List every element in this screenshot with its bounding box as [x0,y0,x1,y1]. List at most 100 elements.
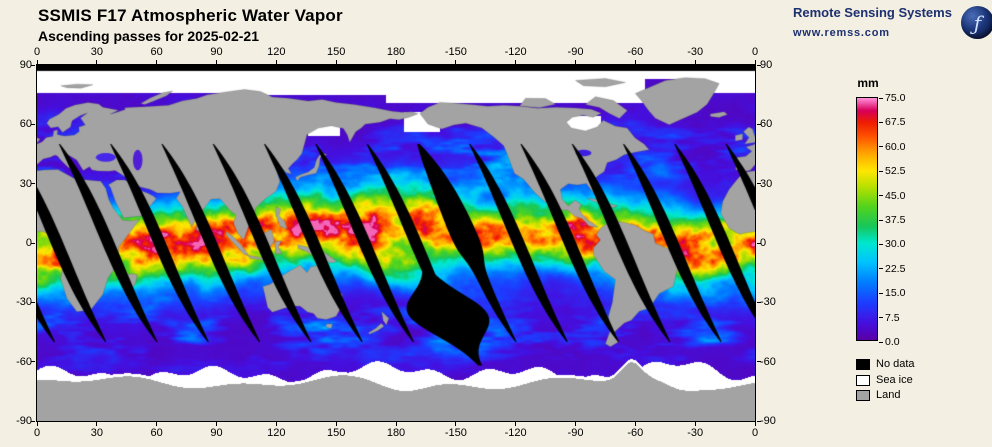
axis-tick [757,242,761,244]
colorbar-tick-label: 22.5 [885,262,906,275]
colorbar-unit-label: mm [857,76,879,90]
axis-tick [275,422,277,426]
legend-swatch [856,374,870,386]
legend-item-no-data: No data [856,358,915,371]
lon-tick-label-bottom: 180 [386,427,406,439]
axis-tick [156,422,158,426]
axis-tick [757,183,761,185]
lat-tick-label-right: -90 [760,415,776,427]
remss-globe-logo-icon: ƒ [960,6,992,39]
lon-tick-label-top: -60 [627,46,644,58]
lon-tick-label-bottom: -120 [504,427,527,439]
lon-tick-label-bottom: -150 [444,427,467,439]
colorbar-tick-label: 60.0 [885,140,906,153]
axis-tick [634,422,636,426]
legend-item-land: Land [856,389,900,402]
lon-tick-label-bottom: -30 [687,427,704,439]
colorbar-tick [879,170,883,172]
colorbar-tick-label: 0.0 [885,336,900,348]
axis-tick [335,422,337,426]
lon-tick-label-bottom: 30 [90,427,103,439]
colorbar-tick-label: 52.5 [885,165,906,178]
lat-tick-label-right: 30 [760,177,773,190]
page-subtitle: Ascending passes for 2025-02-21 [38,28,259,44]
axis-tick [515,422,517,426]
legend-swatch [856,390,870,401]
brand-url-link[interactable]: www.remss.com [793,27,890,39]
axis-tick [31,242,35,244]
axis-tick [754,422,756,426]
lon-tick-label-top: -90 [567,46,584,58]
colorbar-tick-label: 15.0 [885,287,906,300]
lat-tick-label-left: -60 [16,355,32,368]
water-vapor-map [37,65,755,421]
colorbar-tick-label: 45.0 [885,189,906,202]
colorbar-tick [879,292,883,294]
axis-tick [31,123,35,125]
lon-tick-label-top: 90 [210,46,223,58]
lon-tick-label-top: 120 [267,46,286,58]
legend-swatch [856,359,870,370]
lon-tick-label-top: -150 [444,46,467,58]
axis-tick [757,361,761,363]
legend-label: Sea ice [876,373,913,386]
lon-tick-label-top: 30 [90,46,103,58]
colorbar [856,97,878,341]
axis-tick [757,420,761,422]
globe-f-glyph: ƒ [973,10,982,35]
colorbar-tick-label: 37.5 [885,214,906,226]
lat-tick-label-left: 0 [25,237,32,249]
axis-tick [31,183,35,185]
lon-tick-label-bottom: -90 [567,427,584,439]
colorbar-tick [879,219,883,221]
axis-tick [96,422,98,426]
colorbar-tick [879,317,883,319]
lon-tick-label-top: 0 [33,46,41,58]
lon-tick-label-bottom: 90 [210,427,223,439]
axis-tick [216,422,217,426]
axis-tick [694,422,696,426]
lat-tick-label-left: -30 [16,296,32,309]
colorbar-tick-label: 30.0 [885,238,906,251]
axis-tick [575,422,576,426]
axis-tick [455,422,457,426]
lon-tick-label-bottom: 150 [326,427,346,439]
colorbar-tick [879,341,883,343]
colorbar-tick [879,146,883,148]
axis-tick [757,301,761,303]
lat-tick-label-right: 90 [760,59,773,71]
axis-tick [757,123,761,125]
colorbar-tick-label: 7.5 [885,311,900,324]
lon-tick-label-top: 60 [150,46,163,58]
map-frame [36,64,756,422]
lon-tick-label-top: 180 [386,46,406,58]
axis-tick [36,422,38,426]
page-title: SSMIS F17 Atmospheric Water Vapor [38,6,343,25]
lat-tick-label-right: -30 [760,296,776,309]
lon-tick-label-bottom: 0 [751,427,759,439]
colorbar-tick [879,243,883,245]
colorbar-tick [879,97,883,99]
brand-name: Remote Sensing Systems [793,5,952,20]
legend-label: Land [876,389,901,401]
lat-tick-label-left: 90 [19,59,32,71]
colorbar-tick [879,121,883,123]
lat-tick-label-right: -60 [760,355,776,368]
lon-tick-label-top: 150 [326,46,346,58]
axis-tick [31,301,35,303]
colorbar-tick [879,195,883,197]
lat-tick-label-right: 0 [760,237,767,249]
lat-tick-label-right: 60 [760,118,773,131]
colorbar-tick-label: 67.5 [885,116,906,129]
lon-tick-label-top: -120 [504,46,527,58]
axis-tick [31,361,35,363]
lon-tick-label-bottom: 120 [267,427,286,439]
axis-tick [757,64,761,66]
lat-tick-label-left: 60 [19,118,32,131]
brand-text: Remote Sensing Systems www.remss.com [793,5,952,39]
lon-tick-label-top: 0 [751,46,759,58]
lon-tick-label-top: -30 [687,46,704,58]
colorbar-tick [879,268,883,270]
legend-item-sea-ice: Sea ice [856,374,913,387]
